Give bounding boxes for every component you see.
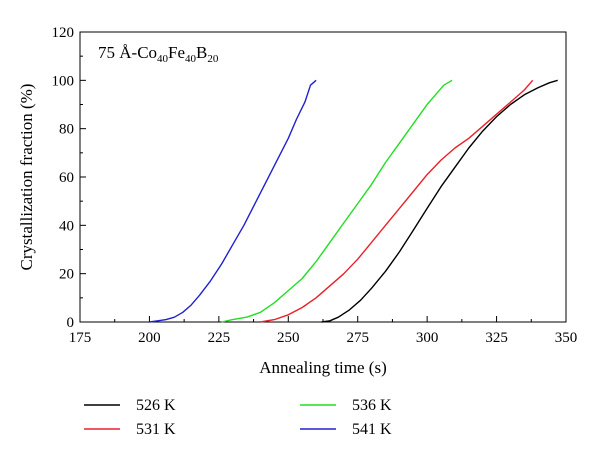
x-tick-label: 275 xyxy=(346,330,369,346)
legend-label: 526 K xyxy=(136,397,176,414)
y-tick-label: 20 xyxy=(59,267,74,283)
plot-frame xyxy=(79,31,567,323)
series-line-541-k xyxy=(149,79,317,323)
series-line-526-k xyxy=(321,79,558,323)
x-tick-label: 350 xyxy=(555,330,578,346)
x-tick-label: 225 xyxy=(208,330,231,346)
legend: 526 K 531 K 536 K 541 K xyxy=(84,397,392,438)
x-axis-label: Annealing time (s) xyxy=(259,358,386,377)
series-line-531-k xyxy=(260,79,534,323)
y-tick-label: 100 xyxy=(52,73,75,89)
series-lines xyxy=(149,79,558,323)
x-tick-label: 300 xyxy=(416,330,439,346)
y-axis-label: Crystallization fraction (%) xyxy=(17,84,36,271)
y-tick-label: 120 xyxy=(52,25,75,41)
legend-label: 541 K xyxy=(352,421,392,438)
y-tick-label: 60 xyxy=(59,170,74,186)
x-tick-label: 200 xyxy=(138,330,161,346)
y-tick-label: 40 xyxy=(59,218,74,234)
legend-label: 531 K xyxy=(136,421,176,438)
x-tick-label: 325 xyxy=(485,330,508,346)
y-tick-label: 80 xyxy=(59,122,74,138)
legend-label: 536 K xyxy=(352,397,392,414)
x-tick-label: 250 xyxy=(277,330,300,346)
series-line-536-k xyxy=(221,79,453,323)
x-tick-label: 175 xyxy=(69,330,92,346)
chart-annotation: 75 Å-Co40Fe40B20 xyxy=(98,43,219,65)
y-tick-label: 0 xyxy=(67,315,75,331)
axis-ticks: 175 200 225 250 275 300 325 350 0 20 40 60 80 100 120 xyxy=(52,25,578,346)
